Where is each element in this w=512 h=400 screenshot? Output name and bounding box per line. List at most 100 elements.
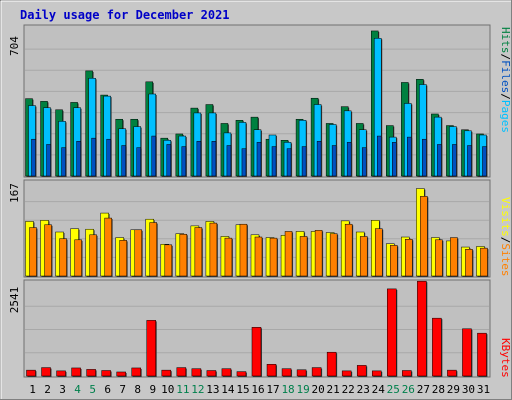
bar-kbytes-day-2 — [41, 367, 52, 377]
bar-sites-day-2-fill — [44, 224, 52, 277]
bar-pages-day-14 — [226, 145, 232, 177]
bar-sites-day-7 — [119, 240, 128, 277]
bar-sites-day-9 — [149, 222, 158, 277]
bar-sites-day-2 — [44, 224, 53, 277]
bar-pages-day-29 — [452, 144, 458, 177]
day-label-18: 18 — [281, 383, 294, 396]
bar-kbytes-day-7-fill — [116, 371, 126, 377]
day-label-20: 20 — [312, 383, 325, 396]
day-label-22: 22 — [342, 383, 355, 396]
bar-sites-day-12-fill — [194, 227, 203, 277]
bar-sites-day-1 — [29, 227, 38, 277]
bar-kbytes-day-12 — [191, 368, 202, 377]
bar-pages-day-25 — [392, 142, 398, 177]
day-label-1: 1 — [29, 383, 36, 396]
bar-pages-day-17-fill — [271, 146, 277, 177]
bar-pages-day-1-fill — [31, 138, 36, 177]
bar-kbytes-day-21 — [326, 351, 338, 377]
bar-pages-day-31-fill — [482, 146, 487, 177]
bar-kbytes-day-5 — [86, 369, 97, 377]
bar-kbytes-day-13-fill — [206, 370, 217, 377]
bar-kbytes-day-23 — [356, 365, 368, 377]
bar-sites-day-31 — [480, 247, 489, 277]
bar-sites-day-5-fill — [89, 234, 97, 277]
legend-files: Files — [499, 60, 512, 93]
bar-sites-day-21-fill — [329, 233, 338, 277]
bar-sites-day-23 — [359, 236, 369, 277]
day-label-10: 10 — [161, 383, 174, 396]
bar-kbytes-day-22-fill — [341, 370, 352, 377]
bar-pages-day-18-fill — [286, 148, 292, 177]
bar-kbytes-day-14-fill — [221, 368, 232, 377]
bar-kbytes-day-20 — [311, 367, 323, 377]
bar-pages-day-28 — [437, 144, 443, 177]
legend-separator: / — [499, 93, 512, 100]
bar-pages-day-26 — [407, 136, 413, 177]
bar-pages-day-15-fill — [241, 148, 247, 177]
bar-sites-day-26 — [405, 238, 414, 277]
bar-pages-day-28-fill — [437, 144, 442, 177]
bar-pages-day-7-fill — [121, 145, 126, 177]
bar-pages-day-5 — [91, 137, 97, 177]
day-label-16: 16 — [251, 383, 264, 396]
day-label-15: 15 — [236, 383, 249, 396]
bar-sites-day-24-fill — [374, 228, 383, 277]
bar-kbytes-day-22 — [341, 370, 353, 377]
bar-sites-day-10-fill — [164, 244, 173, 277]
day-label-26: 26 — [402, 383, 415, 396]
bar-kbytes-day-29-fill — [447, 369, 457, 377]
bar-sites-day-6-fill — [104, 217, 112, 277]
bar-sites-day-28 — [435, 239, 444, 277]
day-label-5: 5 — [89, 383, 96, 396]
y-max-label-visits: 167 — [8, 183, 21, 203]
bar-kbytes-day-21-fill — [326, 351, 337, 377]
bar-sites-day-6 — [104, 217, 113, 277]
bar-pages-day-20-fill — [316, 141, 322, 177]
bar-sites-day-13 — [209, 222, 218, 277]
bar-sites-day-12 — [194, 227, 203, 277]
day-label-25: 25 — [387, 383, 400, 396]
bar-kbytes-day-18 — [281, 368, 293, 377]
day-label-4: 4 — [74, 383, 81, 396]
bar-kbytes-day-15-fill — [236, 371, 247, 377]
day-label-24: 24 — [372, 383, 386, 396]
bar-sites-day-18 — [284, 231, 294, 277]
bar-kbytes-day-25 — [387, 288, 398, 377]
bar-pages-day-18 — [286, 148, 293, 177]
bar-sites-day-8-fill — [134, 229, 142, 277]
bar-sites-day-21 — [329, 233, 339, 277]
bar-pages-day-6 — [106, 138, 112, 177]
bar-pages-day-4 — [76, 141, 82, 177]
bar-pages-day-24-fill — [376, 135, 382, 177]
bar-sites-day-26-fill — [405, 238, 413, 277]
bar-kbytes-day-2-fill — [41, 367, 51, 377]
legend-separator: / — [499, 54, 512, 61]
bar-sites-day-3-fill — [59, 238, 67, 277]
bar-kbytes-day-16 — [251, 327, 262, 377]
bar-kbytes-day-31 — [477, 332, 488, 377]
bar-sites-day-31-fill — [480, 247, 488, 277]
day-label-30: 30 — [462, 383, 475, 396]
bar-kbytes-day-26 — [402, 370, 413, 377]
bar-pages-day-22-fill — [346, 142, 352, 177]
legend-hits: Hits — [499, 27, 512, 54]
bar-sites-day-3 — [59, 238, 68, 277]
bar-pages-day-30 — [467, 145, 473, 177]
bar-kbytes-day-3-fill — [56, 370, 66, 377]
bar-kbytes-day-28 — [432, 317, 443, 377]
bar-pages-day-11-fill — [181, 146, 187, 177]
bar-sites-day-27 — [420, 196, 429, 277]
bar-kbytes-day-14 — [221, 368, 232, 377]
bar-sites-day-4 — [74, 239, 83, 277]
bar-kbytes-day-16-fill — [251, 327, 262, 377]
bar-kbytes-day-7 — [116, 371, 127, 377]
bar-sites-day-23-fill — [359, 236, 368, 277]
bar-sites-day-11 — [179, 233, 188, 277]
bar-pages-day-19 — [301, 146, 308, 177]
bar-sites-day-25-fill — [390, 245, 398, 277]
bar-kbytes-day-30-fill — [462, 328, 472, 377]
bar-sites-day-16-fill — [254, 236, 263, 277]
bar-pages-day-6-fill — [106, 138, 111, 177]
bar-pages-day-3-fill — [61, 147, 66, 177]
bar-kbytes-day-4 — [71, 367, 82, 377]
